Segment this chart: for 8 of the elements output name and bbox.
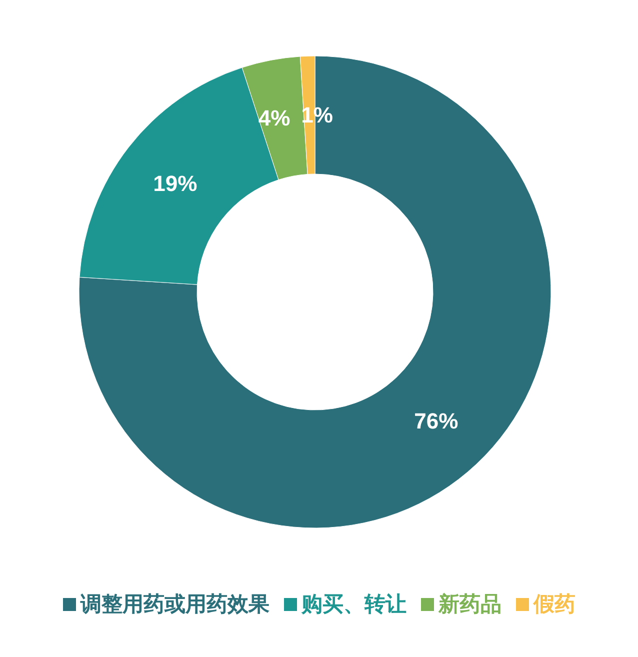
data-label: 76% bbox=[414, 408, 458, 434]
legend-label: 购买、转让 bbox=[302, 591, 406, 618]
donut-slice bbox=[79, 56, 552, 528]
legend-label: 新药品 bbox=[438, 591, 502, 618]
data-label: 19% bbox=[153, 171, 198, 196]
data-label: 4% bbox=[258, 106, 290, 131]
legend-label: 假药 bbox=[534, 591, 576, 618]
legend-label: 调整用药或用药效果 bbox=[80, 591, 270, 618]
